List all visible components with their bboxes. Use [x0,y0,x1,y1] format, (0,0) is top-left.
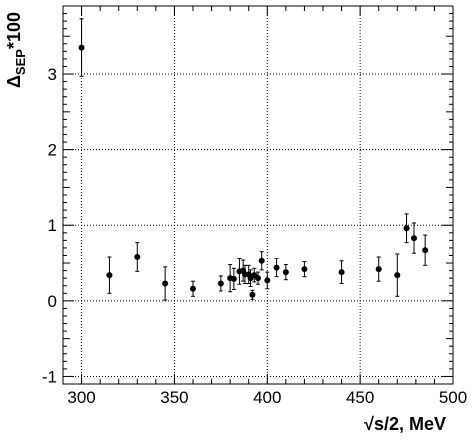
data-point [301,266,308,273]
data-point [106,272,113,279]
y-tick-label: 1 [48,216,57,235]
data-point [403,225,410,232]
x-tick-label: 350 [160,388,188,407]
x-tick-labels: 300 350 400 450 500 [67,388,467,407]
y-tick-labels: -1 0 1 2 3 [42,65,57,386]
data-point [338,269,345,276]
axis-ticks [62,5,454,385]
y-axis-title: ΔSEP*100 [4,12,28,88]
data-point [422,247,429,254]
x-tick-label: 450 [346,388,374,407]
data-point [230,275,237,282]
y-axis-title-delta: Δ [4,75,24,88]
data-point [162,280,169,287]
grid [63,6,453,384]
y-axis-title-subscript: SEP [13,49,28,75]
plot-area [62,5,454,385]
data-point [190,285,196,292]
data-point [249,291,256,298]
data-point [273,264,280,271]
y-tick-label: -1 [42,367,57,386]
y-tick-label: 3 [48,65,57,84]
data-point [255,275,261,282]
x-tick-label: 500 [439,388,467,407]
data-point [264,277,271,284]
data-point [282,269,289,276]
data-point [411,235,417,242]
y-axis-title-suffix: *100 [4,12,24,49]
x-tick-label: 300 [67,388,95,407]
data-point [258,257,265,264]
data-point [394,272,401,279]
data-point [78,44,85,51]
data-point [375,266,382,273]
x-tick-label: 400 [253,388,281,407]
x-axis-title: √s/2, MeV [364,414,446,434]
data-point [217,280,224,287]
x-axis-title-sqrt: √ [364,414,374,434]
y-tick-label: 2 [48,141,57,160]
data-point [134,253,141,260]
x-axis-title-text: s/2, MeV [374,414,446,434]
data-points [78,18,429,301]
y-tick-label: 0 [48,292,57,311]
